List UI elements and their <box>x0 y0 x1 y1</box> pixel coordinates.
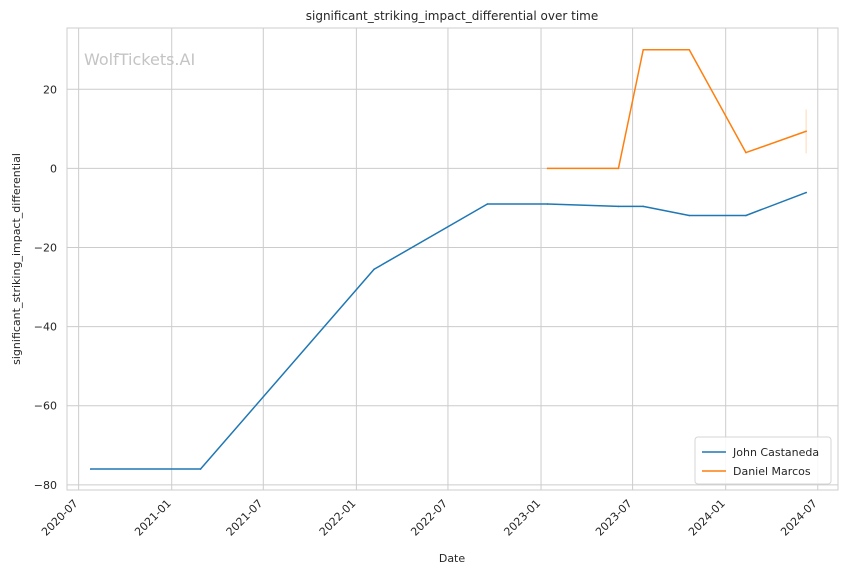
y-tick-label: −40 <box>34 321 57 334</box>
plot-border <box>66 27 839 491</box>
x-tick-label: 2022-01 <box>317 497 359 539</box>
y-tick-label: −20 <box>34 242 57 255</box>
y-tick-label: 20 <box>43 83 57 96</box>
data-point-daniel-marcos <box>805 130 807 133</box>
data-point-john-castaneda <box>688 214 691 217</box>
x-tick-label: 2023-07 <box>593 497 635 539</box>
data-point-john-castaneda <box>546 203 549 205</box>
x-tick-label: 2023-01 <box>501 497 543 539</box>
data-point-john-castaneda <box>486 203 489 205</box>
series-lines <box>89 48 807 470</box>
watermark: WolfTickets.AI <box>84 50 195 69</box>
x-tick-label: 2021-01 <box>132 497 174 539</box>
data-point-daniel-marcos <box>617 167 620 170</box>
y-tick-label: 0 <box>50 162 57 175</box>
legend: John Castaneda Daniel Marcos <box>694 436 832 485</box>
chart-title: significant_striking_impact_differential… <box>306 9 598 23</box>
data-point-john-castaneda <box>199 468 202 470</box>
x-tick-label: 2021-07 <box>224 497 266 539</box>
data-point-daniel-marcos <box>688 48 691 51</box>
data-point-daniel-marcos <box>642 48 645 51</box>
data-point-john-castaneda <box>642 205 645 208</box>
data-point-daniel-marcos <box>546 167 549 170</box>
grid <box>67 28 838 490</box>
y-axis-label: significant_striking_impact_differential <box>10 153 23 365</box>
x-tick-label: 2022-07 <box>408 497 450 539</box>
legend-label-john-castaneda: John Castaneda <box>732 446 819 459</box>
x-tick-label: 2020-07 <box>39 497 81 539</box>
series-line-john-castaneda <box>90 191 807 470</box>
x-tick-label: 2024-07 <box>778 497 820 539</box>
data-point-john-castaneda <box>805 191 807 194</box>
series-line-daniel-marcos <box>546 49 807 170</box>
data-point-daniel-marcos <box>745 151 747 154</box>
y-tick-label: −60 <box>34 400 57 413</box>
x-axis-label: Date <box>439 552 466 565</box>
legend-frame <box>694 436 832 485</box>
data-point-john-castaneda <box>373 268 375 271</box>
legend-label-daniel-marcos: Daniel Marcos <box>733 465 811 478</box>
y-tick-label: −80 <box>34 479 57 492</box>
data-point-john-castaneda <box>89 468 92 470</box>
x-tick-label: 2024-01 <box>686 497 728 539</box>
data-point-john-castaneda <box>617 205 620 208</box>
plot-area <box>67 28 838 490</box>
data-point-john-castaneda <box>745 214 747 217</box>
